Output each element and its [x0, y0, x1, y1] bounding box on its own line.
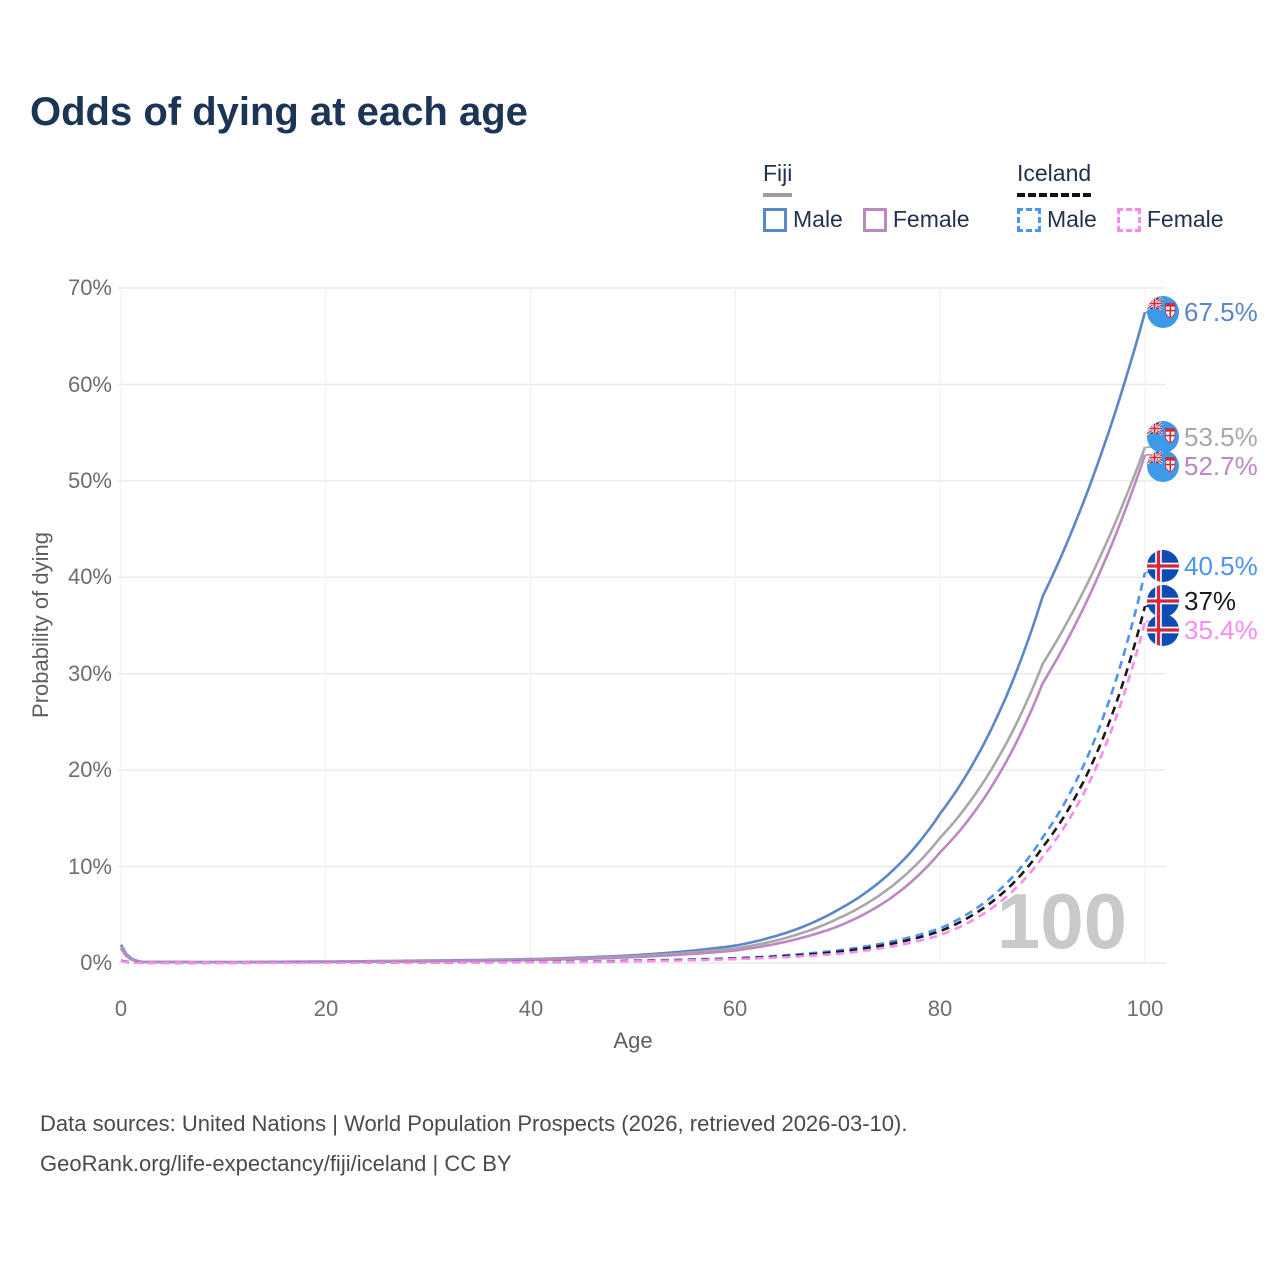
iceland-flag-icon	[1147, 614, 1179, 646]
y-tick-10: 10%	[68, 854, 112, 879]
fiji-flag-icon	[1147, 421, 1179, 453]
iceland-flag-icon	[1147, 585, 1179, 617]
end-label-fiji-male: 67.5%	[1147, 296, 1258, 328]
y-axis-title: Probability of dying	[28, 532, 53, 718]
legend-item-label: Female	[1146, 206, 1224, 232]
x-tick-40: 40	[519, 996, 543, 1021]
series-line-fiji-both-sexes	[119, 446, 1147, 964]
x-tick-0: 0	[115, 996, 127, 1021]
series-line-iceland-female	[120, 621, 1147, 965]
y-tick-0: 0%	[80, 950, 112, 975]
x-tick-100: 100	[1127, 996, 1164, 1021]
end-label-value: 40.5%	[1184, 551, 1258, 581]
attribution-line: GeoRank.org/life-expectancy/fiji/iceland…	[40, 1151, 512, 1176]
y-tick-20: 20%	[68, 757, 112, 782]
end-label-iceland-female: 35.4%	[1147, 614, 1258, 646]
legend-items-iceland: Male Female	[1017, 206, 1224, 233]
legend-item-iceland-male[interactable]: Male	[1017, 206, 1097, 233]
legend-item-label: Female	[892, 206, 970, 232]
fiji-flag-icon	[1147, 296, 1179, 328]
x-tick-60: 60	[723, 996, 747, 1021]
series-line-fiji-male	[119, 311, 1147, 964]
legend-header-iceland[interactable]: Iceland	[1017, 160, 1092, 197]
y-tick-40: 40%	[68, 564, 112, 589]
x-tick-20: 20	[314, 996, 338, 1021]
legend-group-iceland: Iceland Male Female	[1017, 160, 1224, 233]
end-label-fiji-both: 53.5%	[1147, 421, 1258, 453]
y-tick-70: 70%	[68, 275, 112, 300]
legend-group-fiji: Fiji Male Female	[763, 160, 970, 233]
fiji-male-swatch-icon	[763, 207, 787, 232]
end-label-value: 37%	[1184, 586, 1236, 616]
legend-header-fiji[interactable]: Fiji	[763, 160, 793, 197]
legend-item-iceland-female[interactable]: Female	[1116, 206, 1224, 233]
end-label-value: 35.4%	[1184, 615, 1258, 645]
legend-item-fiji-female[interactable]: Female	[862, 206, 970, 233]
y-tick-30: 30%	[68, 661, 112, 686]
end-label-value: 67.5%	[1184, 297, 1258, 327]
end-label-value: 52.7%	[1184, 451, 1258, 481]
end-label-iceland-both: 37%	[1147, 585, 1236, 617]
page-title: Odds of dying at each age	[30, 90, 528, 134]
iceland-male-swatch-icon	[1017, 207, 1041, 232]
y-tick-50: 50%	[68, 468, 112, 493]
y-tick-60: 60%	[68, 372, 112, 397]
end-label-iceland-male: 40.5%	[1147, 550, 1258, 582]
iceland-female-swatch-icon	[1116, 207, 1141, 232]
end-label-value: 53.5%	[1184, 422, 1258, 452]
iceland-flag-icon	[1147, 550, 1179, 582]
legend-item-fiji-male[interactable]: Male	[763, 206, 843, 233]
source-footer: Data sources: United Nations | World Pop…	[40, 1104, 907, 1184]
series-curves	[119, 311, 1147, 965]
legend-item-label: Male	[1047, 206, 1097, 232]
end-label-fiji-female: 52.7%	[1147, 450, 1258, 482]
series-line-fiji-female	[119, 454, 1147, 964]
gridlines	[118, 287, 1166, 964]
fiji-flag-icon	[1147, 450, 1179, 482]
x-tick-80: 80	[928, 996, 952, 1021]
legend-items-fiji: Male Female	[763, 206, 970, 233]
x-axis-title: Age	[613, 1028, 652, 1053]
data-sources-line: Data sources: United Nations | World Pop…	[40, 1111, 908, 1136]
legend-item-label: Male	[793, 206, 843, 232]
fiji-female-swatch-icon	[862, 207, 887, 232]
age-counter-watermark: 100	[997, 877, 1127, 965]
